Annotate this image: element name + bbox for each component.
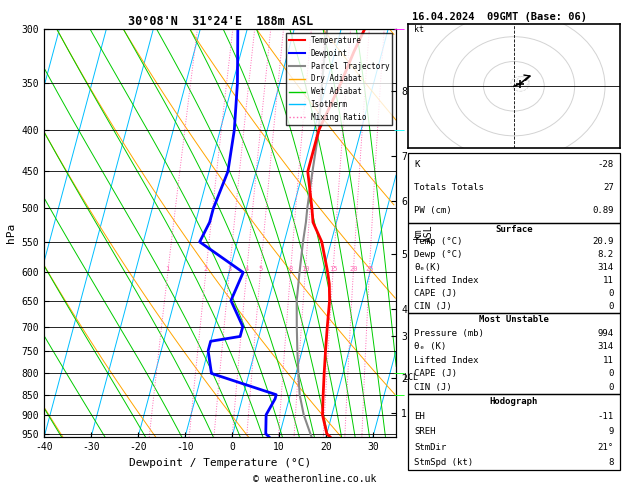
Text: LCL: LCL xyxy=(403,373,418,382)
Text: Most Unstable: Most Unstable xyxy=(479,315,549,324)
Text: 15: 15 xyxy=(329,266,337,273)
Bar xyxy=(408,223,620,313)
Bar xyxy=(408,153,620,223)
Legend: Temperature, Dewpoint, Parcel Trajectory, Dry Adiabat, Wet Adiabat, Isotherm, Mi: Temperature, Dewpoint, Parcel Trajectory… xyxy=(286,33,392,125)
Text: 27: 27 xyxy=(603,183,614,192)
Text: StmSpd (kt): StmSpd (kt) xyxy=(414,458,473,467)
Text: 2: 2 xyxy=(204,266,208,273)
Text: 8.2: 8.2 xyxy=(598,250,614,260)
Text: —: — xyxy=(394,368,405,379)
Text: Temp (°C): Temp (°C) xyxy=(414,238,462,246)
Text: 994: 994 xyxy=(598,329,614,338)
Text: © weatheronline.co.uk: © weatheronline.co.uk xyxy=(253,473,376,484)
Y-axis label: hPa: hPa xyxy=(6,223,16,243)
Text: 0.89: 0.89 xyxy=(593,207,614,215)
Text: -11: -11 xyxy=(598,412,614,421)
Text: kt: kt xyxy=(414,25,424,34)
Text: K: K xyxy=(414,160,420,169)
Text: 0: 0 xyxy=(608,382,614,392)
Text: 10: 10 xyxy=(301,266,309,273)
Text: 9: 9 xyxy=(608,427,614,436)
Text: 4: 4 xyxy=(245,266,248,273)
Text: 0: 0 xyxy=(608,302,614,311)
Text: PW (cm): PW (cm) xyxy=(414,207,452,215)
Text: Pressure (mb): Pressure (mb) xyxy=(414,329,484,338)
Text: CAPE (J): CAPE (J) xyxy=(414,289,457,298)
Text: CAPE (J): CAPE (J) xyxy=(414,369,457,378)
Text: 11: 11 xyxy=(603,356,614,364)
Text: CIN (J): CIN (J) xyxy=(414,302,452,311)
Text: 20.9: 20.9 xyxy=(593,238,614,246)
Text: Dewp (°C): Dewp (°C) xyxy=(414,250,462,260)
Text: 25: 25 xyxy=(365,266,374,273)
Text: 0: 0 xyxy=(608,289,614,298)
Text: Surface: Surface xyxy=(495,225,533,234)
Text: —: — xyxy=(394,24,405,34)
Text: 314: 314 xyxy=(598,342,614,351)
Text: EH: EH xyxy=(414,412,425,421)
Title: 30°08'N  31°24'E  188m ASL: 30°08'N 31°24'E 188m ASL xyxy=(128,15,313,28)
Text: StmDir: StmDir xyxy=(414,443,446,451)
Text: θₑ (K): θₑ (K) xyxy=(414,342,446,351)
Text: 16.04.2024  09GMT (Base: 06): 16.04.2024 09GMT (Base: 06) xyxy=(412,12,587,22)
Text: 21°: 21° xyxy=(598,443,614,451)
Text: Lifted Index: Lifted Index xyxy=(414,276,479,285)
Text: CIN (J): CIN (J) xyxy=(414,382,452,392)
Text: —: — xyxy=(394,390,405,399)
Y-axis label: km
ASL: km ASL xyxy=(413,225,434,242)
Text: Hodograph: Hodograph xyxy=(490,397,538,406)
Bar xyxy=(408,313,620,394)
X-axis label: Dewpoint / Temperature (°C): Dewpoint / Temperature (°C) xyxy=(129,458,311,468)
Text: Lifted Index: Lifted Index xyxy=(414,356,479,364)
Text: 11: 11 xyxy=(603,276,614,285)
Text: 8: 8 xyxy=(608,458,614,467)
Text: 3: 3 xyxy=(227,266,231,273)
Bar xyxy=(408,394,620,470)
Text: Totals Totals: Totals Totals xyxy=(414,183,484,192)
Text: -28: -28 xyxy=(598,160,614,169)
Text: 314: 314 xyxy=(598,263,614,272)
Text: 5: 5 xyxy=(259,266,262,273)
Text: 20: 20 xyxy=(349,266,357,273)
Text: 0: 0 xyxy=(608,369,614,378)
Text: SREH: SREH xyxy=(414,427,435,436)
Text: 1: 1 xyxy=(165,266,170,273)
Text: —: — xyxy=(394,125,405,135)
Text: 8: 8 xyxy=(288,266,292,273)
Text: θₑ(K): θₑ(K) xyxy=(414,263,441,272)
